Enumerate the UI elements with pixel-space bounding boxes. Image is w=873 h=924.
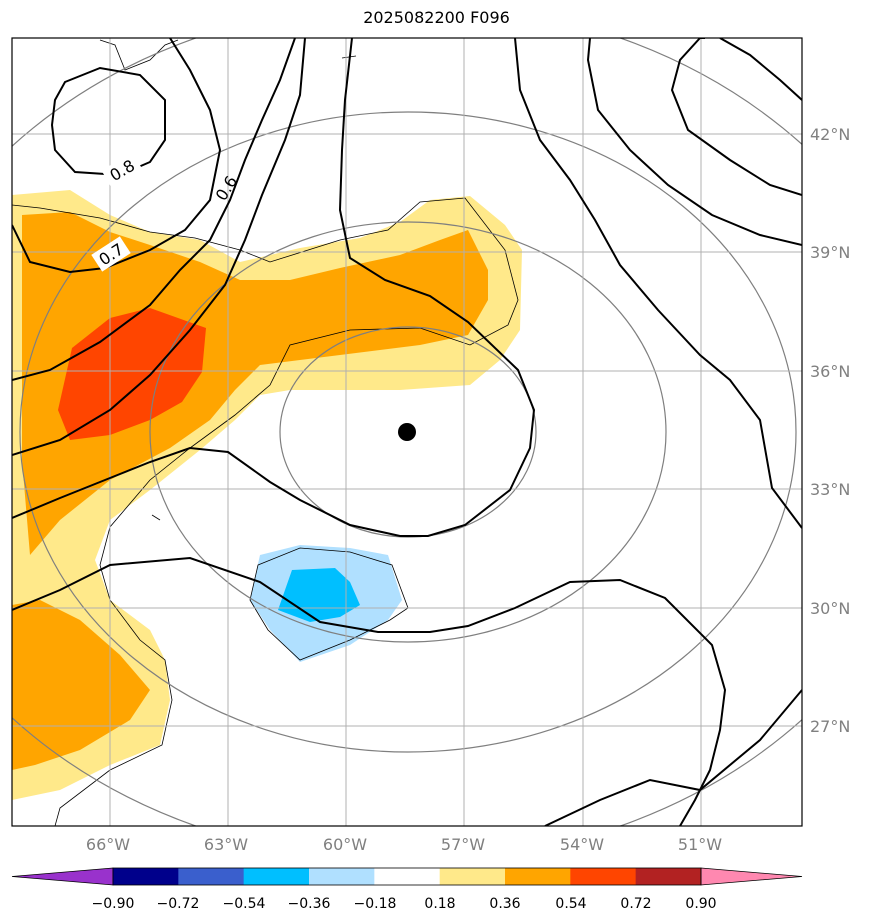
colorbar-extend-low bbox=[11, 867, 114, 886]
colorbar-tick: −0.72 bbox=[157, 896, 200, 912]
colorbar bbox=[11, 867, 803, 886]
lon-label-57w: 57°W bbox=[441, 835, 485, 854]
lat-label-33n: 33°N bbox=[810, 480, 850, 499]
colorbar-tick: −0.36 bbox=[288, 896, 331, 912]
colorbar-tick: −0.54 bbox=[223, 896, 266, 912]
lat-label-30n: 30°N bbox=[810, 599, 850, 618]
colorbar-tick: 0.90 bbox=[685, 896, 716, 912]
longitude-labels: 66°W 63°W 60°W 57°W 54°W 51°W bbox=[86, 835, 722, 854]
lat-label-42n: 42°N bbox=[810, 125, 850, 144]
colorbar-segment bbox=[439, 868, 506, 885]
colorbar-segment bbox=[570, 868, 637, 885]
storm-center-marker bbox=[398, 423, 416, 441]
lat-label-27n: 27°N bbox=[810, 717, 850, 736]
colorbar-segment bbox=[309, 868, 375, 885]
colorbar-tick: 0.18 bbox=[424, 896, 455, 912]
colorbar-tick: 0.54 bbox=[555, 896, 586, 912]
colorbar-segment bbox=[374, 868, 441, 885]
map-area bbox=[12, 38, 802, 826]
colorbar-segment bbox=[505, 868, 571, 885]
map-frame bbox=[11, 37, 803, 827]
colorbar-segment bbox=[113, 868, 179, 885]
colorbar-tick: 0.36 bbox=[489, 896, 520, 912]
colorbar-tick-labels: −0.90 −0.72 −0.54 −0.36 −0.18 0.18 0.36 … bbox=[92, 896, 717, 912]
colorbar-frame bbox=[112, 867, 702, 886]
lon-label-66w: 66°W bbox=[86, 835, 130, 854]
colorbar-segment bbox=[178, 868, 245, 885]
lon-label-51w: 51°W bbox=[678, 835, 722, 854]
latitude-labels: 42°N 39°N 36°N 33°N 30°N 27°N bbox=[810, 125, 850, 736]
colorbar-segment bbox=[243, 868, 310, 885]
map-title: 2025082200 F096 bbox=[363, 8, 510, 27]
lat-label-39n: 39°N bbox=[810, 243, 850, 262]
colorbar-segment bbox=[635, 868, 702, 885]
colorbar-tick: 0.72 bbox=[620, 896, 651, 912]
lat-label-36n: 36°N bbox=[810, 362, 850, 381]
colorbar-extend-high bbox=[700, 867, 803, 886]
anomaly-fill-red-orange bbox=[58, 308, 206, 440]
colorbar-tick: −0.90 bbox=[92, 896, 135, 912]
anomaly-fill-orange bbox=[12, 212, 488, 770]
lon-label-54w: 54°W bbox=[560, 835, 604, 854]
contour-lines bbox=[12, 38, 802, 826]
lon-label-63w: 63°W bbox=[204, 835, 248, 854]
lon-label-60w: 60°W bbox=[323, 835, 367, 854]
colorbar-tick: −0.18 bbox=[354, 896, 397, 912]
